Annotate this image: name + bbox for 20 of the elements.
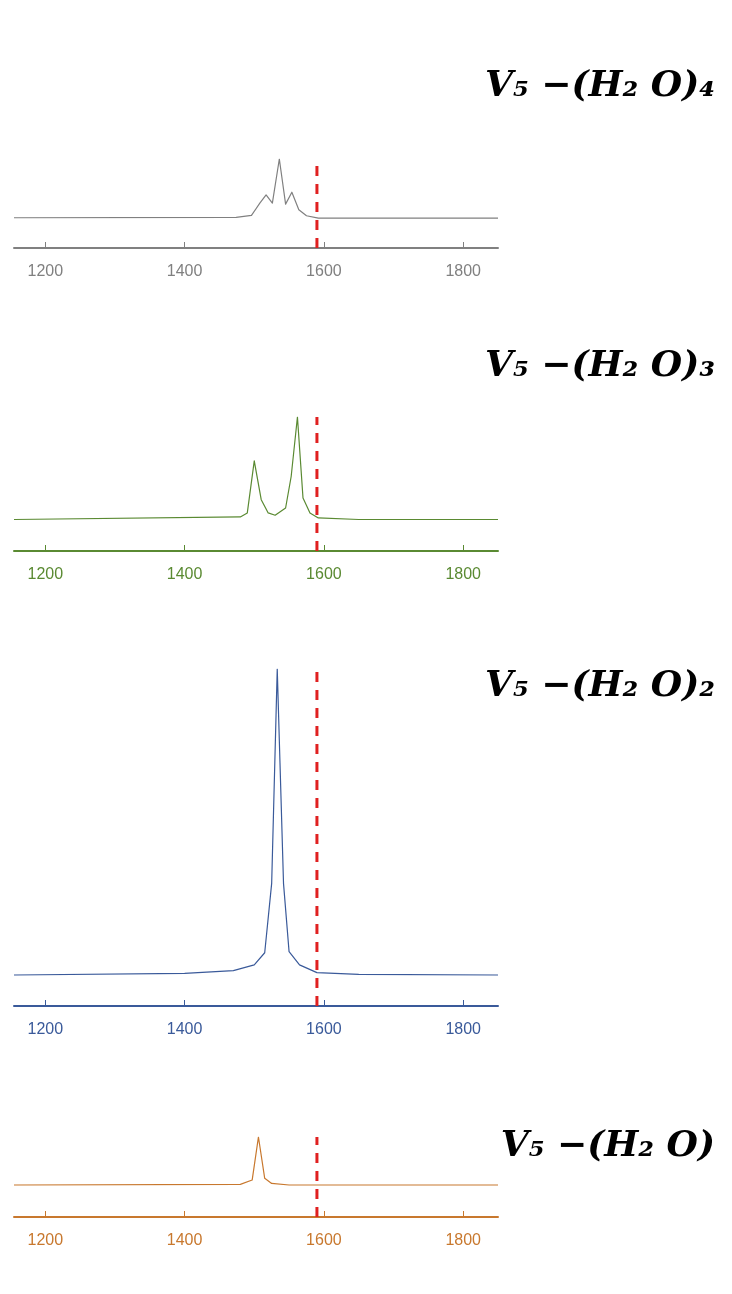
x-tick-label: 1400 [166, 261, 203, 279]
x-tick-label: 1400 [166, 1230, 203, 1248]
x-tick-label: 1600 [306, 564, 342, 582]
text: V₅ −(H₂ O) [500, 1122, 715, 1164]
x-tick-label: 1600 [306, 1019, 342, 1037]
x-tick-label: 1800 [445, 564, 482, 582]
text: V₅ −(H₂ O)₄ [485, 62, 715, 104]
x-tick-label: 1400 [166, 1019, 203, 1037]
x-tick-label: 1200 [27, 1230, 64, 1248]
x-tick-label: 1600 [306, 1230, 342, 1248]
x-tick-label: 1600 [306, 261, 342, 279]
x-tick-label: 1800 [445, 261, 482, 279]
text: V₅ −(H₂ O)₃ [485, 342, 715, 384]
x-tick-label: 1400 [166, 564, 203, 582]
x-tick-label: 1200 [27, 261, 64, 279]
text: V₅ −(H₂ O)₂ [485, 662, 715, 704]
x-tick-label: 1800 [445, 1019, 482, 1037]
x-tick-label: 1800 [445, 1230, 482, 1248]
x-tick-label: 1200 [27, 564, 64, 582]
x-tick-label: 1200 [27, 1019, 64, 1037]
